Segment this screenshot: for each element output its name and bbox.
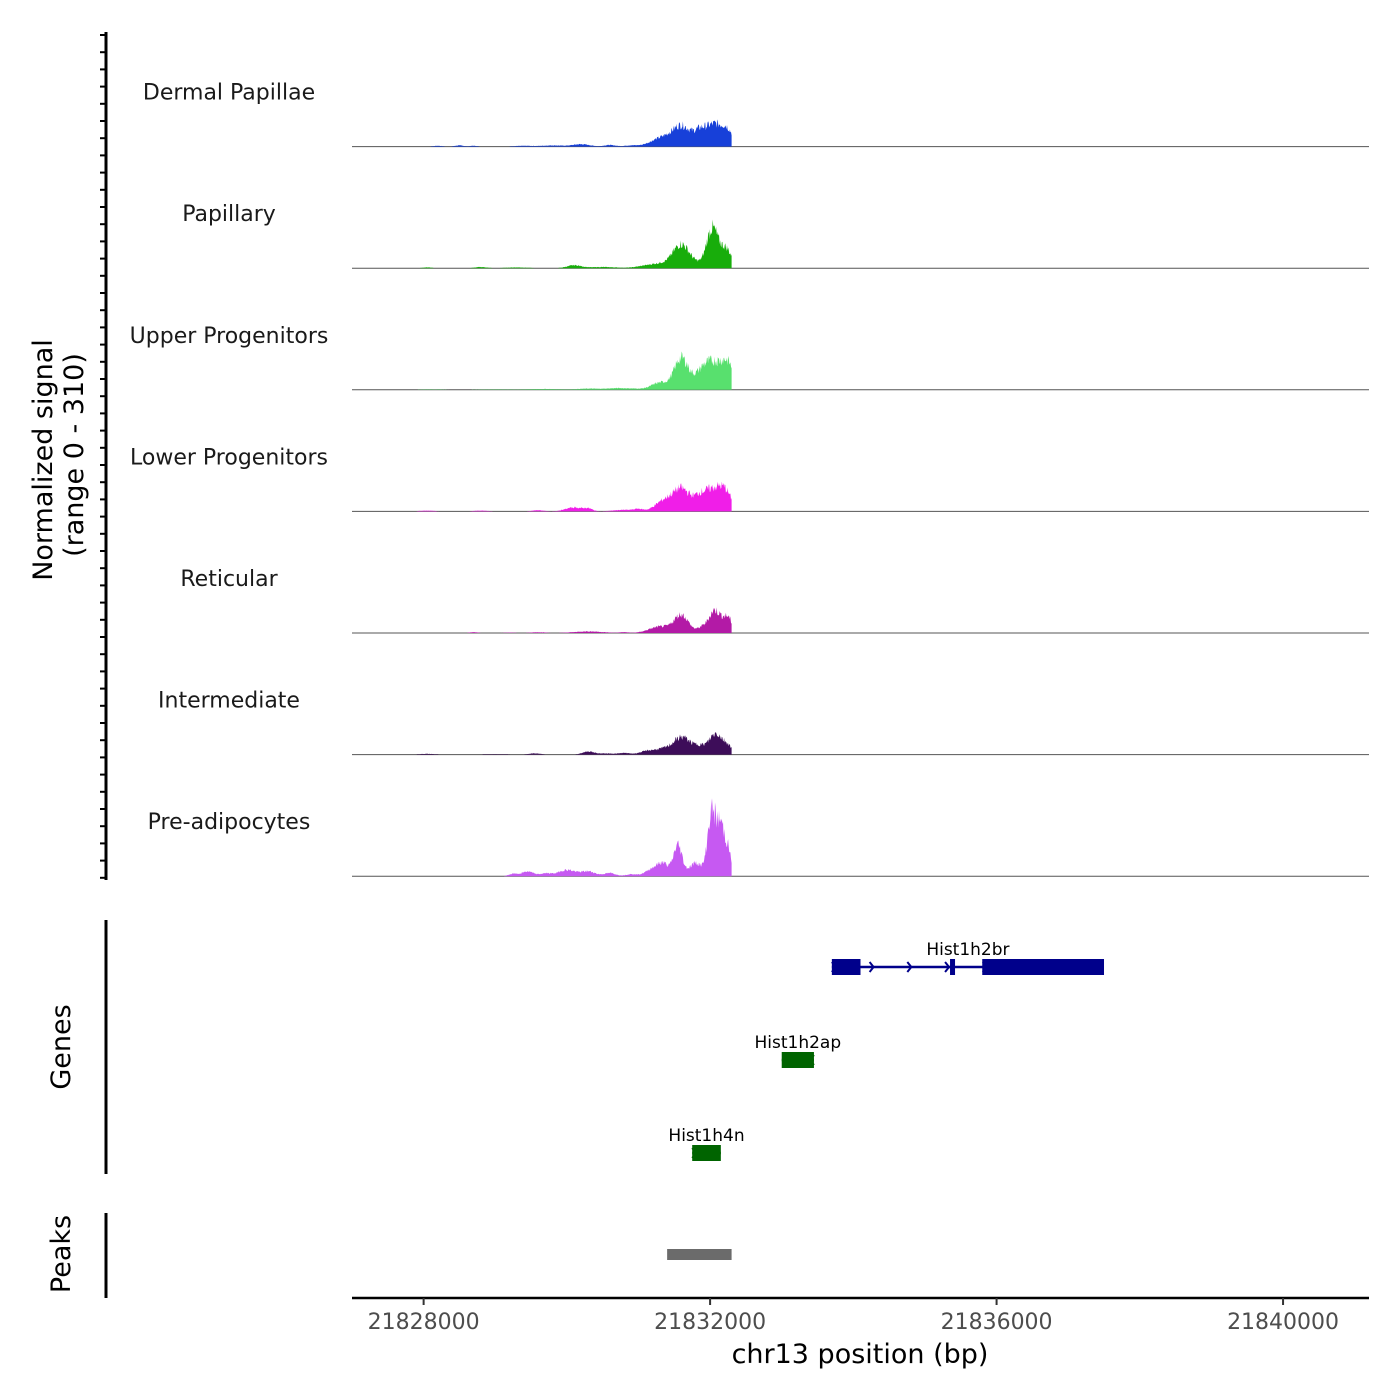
gene-strand-arrow — [906, 961, 913, 973]
signal-area-pre-adipocytes — [416, 798, 732, 877]
x-axis-ticks: 21828000 21832000 21836000 21840000 — [368, 1298, 1339, 1335]
peak-annotations — [667, 1249, 732, 1260]
signal-tracks — [352, 119, 1369, 877]
track-label-pre-adipocytes: Pre-adipocytes — [148, 810, 311, 835]
signal-area-lower-progenitors — [416, 481, 732, 512]
signal-area-papillary — [416, 219, 732, 269]
gene-label-hist1h2ap: Hist1h2ap — [755, 1033, 842, 1053]
x-tick-label: 21840000 — [1227, 1310, 1339, 1335]
peak-region — [667, 1249, 732, 1260]
track-label-reticular: Reticular — [180, 567, 278, 592]
signal-area-intermediate — [416, 732, 732, 755]
track-label-intermediate: Intermediate — [158, 689, 300, 714]
peaks-panel-title: Peaks — [46, 1215, 77, 1293]
track-label-dermal-papillae: Dermal Papillae — [143, 81, 315, 106]
gene-label-hist1h2br: Hist1h2br — [926, 940, 1009, 960]
signal-area-reticular — [416, 607, 732, 633]
gene-label-hist1h4n: Hist1h4n — [668, 1126, 744, 1146]
track-label-upper-progenitors: Upper Progenitors — [130, 324, 329, 349]
x-tick-label: 21836000 — [941, 1310, 1053, 1335]
track-label-lower-progenitors: Lower Progenitors — [130, 445, 328, 470]
gene-exon-hist1h2br — [982, 959, 1105, 975]
x-axis-title: chr13 position (bp) — [732, 1339, 989, 1370]
gene-strand-arrow — [944, 961, 951, 973]
gene-annotations: Hist1h2br Hist1h2ap Hist1h4n — [668, 940, 1105, 1161]
gene-exon-hist1h2ap — [781, 1052, 814, 1068]
genes-panel-title: Genes — [46, 1004, 77, 1089]
signal-area-dermal-papillae — [416, 119, 732, 147]
gene-exon-hist1h2br — [831, 959, 861, 975]
track-labels: Dermal Papillae Papillary Upper Progenitor… — [130, 81, 329, 836]
y-axis-ticks — [100, 34, 106, 879]
signal-area-upper-progenitors — [416, 351, 732, 390]
x-tick-label: 21832000 — [654, 1310, 766, 1335]
gene-strand-arrow — [868, 961, 875, 973]
gene-exon-hist1h4n — [692, 1145, 721, 1161]
gene-exon-hist1h2br — [950, 959, 956, 975]
y-axis-title: Normalized signal — [28, 339, 59, 581]
track-label-papillary: Papillary — [182, 202, 276, 227]
x-tick-label: 21828000 — [368, 1310, 480, 1335]
y-axis-subtitle: (range 0 - 310) — [59, 353, 90, 557]
